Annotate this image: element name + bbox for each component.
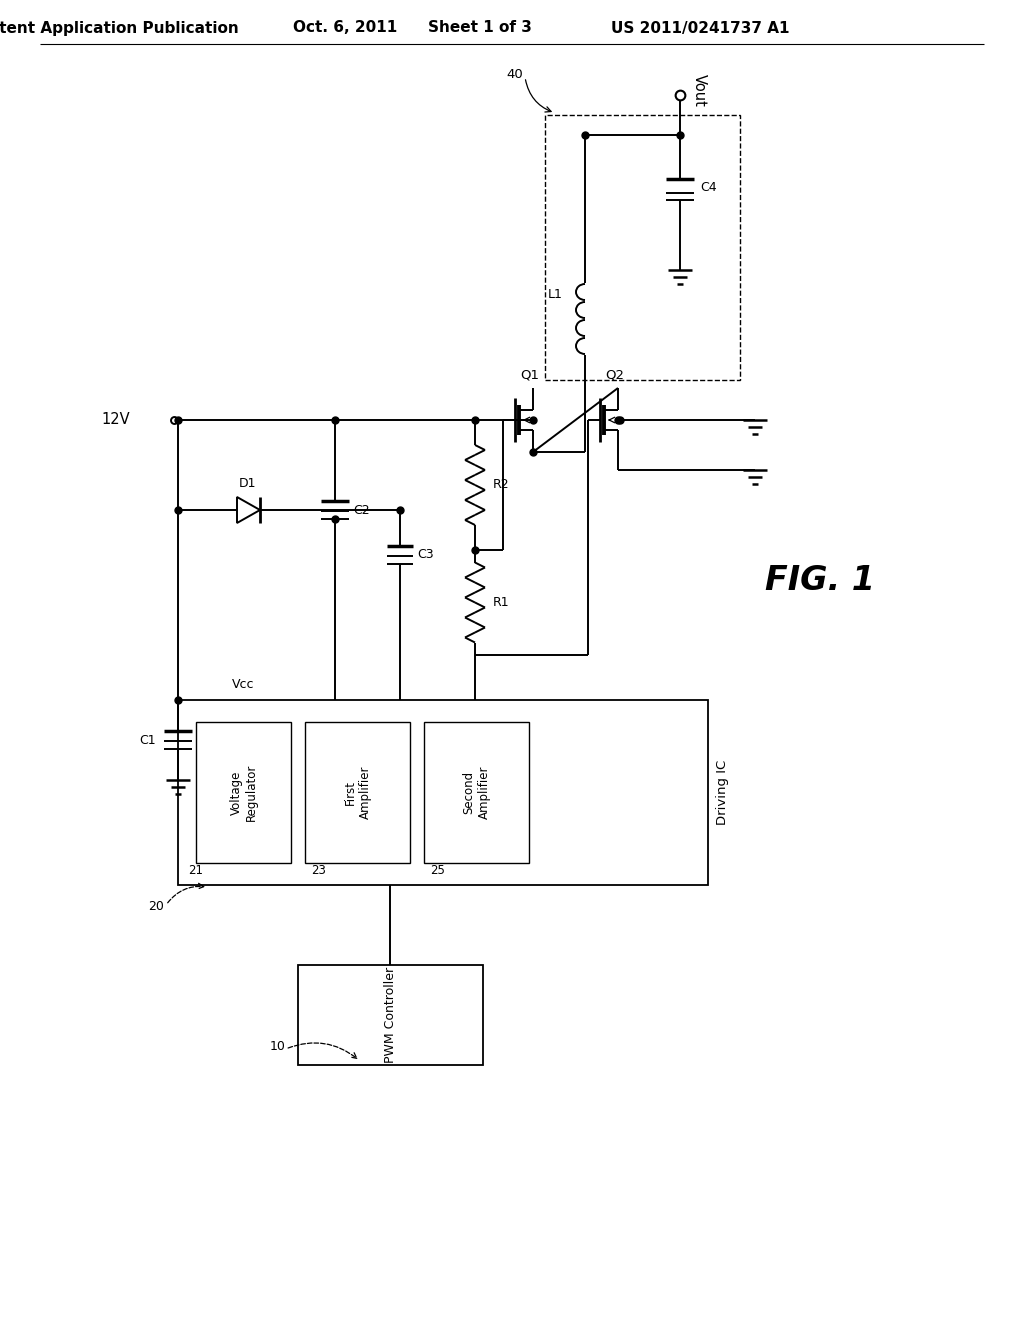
Text: C3: C3 — [417, 549, 433, 561]
Text: Voltage
Regulator: Voltage Regulator — [229, 764, 257, 821]
Text: US 2011/0241737 A1: US 2011/0241737 A1 — [610, 21, 790, 36]
Text: 20: 20 — [148, 900, 164, 913]
Text: Sheet 1 of 3: Sheet 1 of 3 — [428, 21, 531, 36]
Bar — [178, 700, 708, 884]
Text: 40: 40 — [507, 69, 523, 82]
Bar — [196, 722, 291, 863]
Text: Oct. 6, 2011: Oct. 6, 2011 — [293, 21, 397, 36]
Text: Driving IC: Driving IC — [716, 760, 729, 825]
Bar — [424, 722, 529, 863]
Text: R2: R2 — [493, 479, 510, 491]
Text: R1: R1 — [493, 597, 510, 609]
Text: C1: C1 — [139, 734, 156, 747]
Text: C4: C4 — [700, 181, 717, 194]
Text: Vout: Vout — [692, 74, 707, 107]
Bar — [305, 722, 410, 863]
Text: D1: D1 — [240, 477, 257, 490]
Polygon shape — [237, 498, 260, 523]
Text: 10: 10 — [269, 1040, 286, 1053]
Text: PWM Controller: PWM Controller — [384, 968, 396, 1063]
Text: Vcc: Vcc — [232, 678, 255, 690]
Text: Q2: Q2 — [605, 370, 624, 381]
Bar — [298, 965, 482, 1065]
Text: C2: C2 — [353, 503, 370, 516]
Text: 23: 23 — [311, 865, 326, 878]
Text: First
Amplifier: First Amplifier — [343, 766, 372, 820]
Text: 25: 25 — [430, 865, 444, 878]
Text: FIG. 1: FIG. 1 — [765, 564, 874, 597]
Text: 12V: 12V — [101, 412, 130, 428]
Text: L1: L1 — [548, 289, 563, 301]
Text: Patent Application Publication: Patent Application Publication — [0, 21, 239, 36]
Text: Second
Amplifier: Second Amplifier — [463, 766, 490, 820]
Bar — [545, 115, 740, 380]
Text: 21: 21 — [188, 865, 203, 878]
Text: Q1: Q1 — [520, 370, 539, 381]
